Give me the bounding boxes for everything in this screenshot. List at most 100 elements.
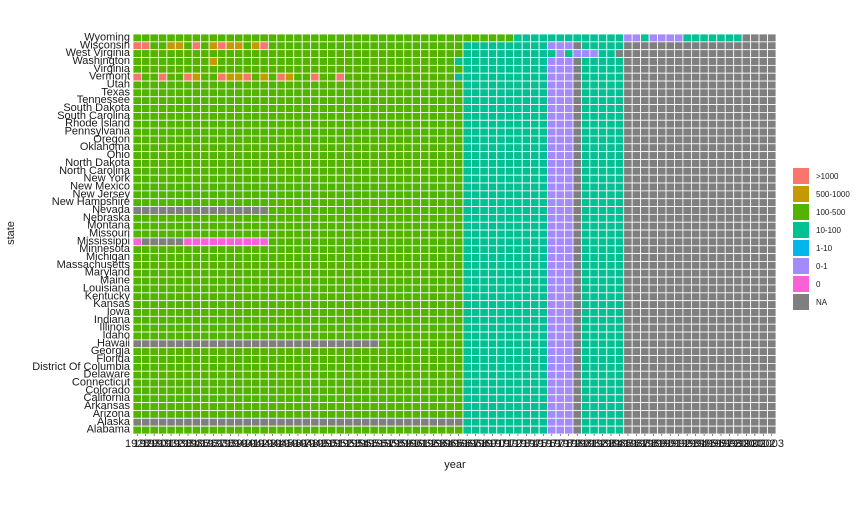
heatmap-cell xyxy=(690,143,701,153)
heatmap-cell xyxy=(234,339,244,349)
heatmap-cell xyxy=(631,339,642,349)
heatmap-cell xyxy=(174,159,185,168)
heatmap-cell xyxy=(767,245,777,254)
heatmap-cell xyxy=(183,221,193,231)
heatmap-cell xyxy=(504,425,515,435)
heatmap-cell xyxy=(767,41,777,51)
legend-swatch xyxy=(793,240,809,256)
heatmap-cell xyxy=(369,64,379,74)
heatmap-cell xyxy=(293,284,303,294)
heatmap-cell xyxy=(301,394,312,404)
heatmap-cell xyxy=(411,72,422,82)
heatmap-cell xyxy=(690,104,701,113)
heatmap-cell xyxy=(547,143,557,153)
heatmap-cell xyxy=(741,135,752,145)
heatmap-cell xyxy=(132,394,142,404)
heatmap-cell xyxy=(437,112,447,121)
heatmap-cell xyxy=(318,300,328,309)
heatmap-cell xyxy=(352,198,362,207)
heatmap-cell xyxy=(741,300,752,309)
heatmap-cell xyxy=(581,33,591,43)
heatmap-cell xyxy=(344,394,354,404)
heatmap-cell xyxy=(640,347,650,356)
heatmap-cell xyxy=(487,151,498,160)
heatmap-cell xyxy=(344,253,354,262)
heatmap-cell xyxy=(276,166,286,176)
heatmap-cell xyxy=(547,88,557,98)
heatmap-cell xyxy=(352,308,362,317)
heatmap-cell xyxy=(648,159,658,168)
heatmap-cell xyxy=(530,323,540,333)
heatmap-cell xyxy=(284,237,295,247)
heatmap-cell xyxy=(225,64,235,74)
heatmap-cell xyxy=(733,339,743,349)
heatmap-cell xyxy=(361,237,371,247)
heatmap-cell xyxy=(352,394,362,404)
heatmap-cell xyxy=(428,198,438,207)
heatmap-cell xyxy=(690,402,701,411)
heatmap-cell xyxy=(301,355,312,364)
heatmap-cell xyxy=(555,174,565,184)
heatmap-cell xyxy=(648,339,658,349)
heatmap-cell xyxy=(157,276,168,286)
heatmap-cell xyxy=(682,49,692,58)
heatmap-cell xyxy=(335,135,345,145)
heatmap-cell xyxy=(141,213,151,223)
heatmap-cell xyxy=(699,112,709,121)
heatmap-cell xyxy=(521,229,532,239)
heatmap-cell xyxy=(437,33,447,43)
heatmap-cell xyxy=(200,370,210,380)
heatmap-cell xyxy=(200,268,210,278)
heatmap-cell xyxy=(352,104,362,113)
heatmap-cell xyxy=(631,370,642,380)
heatmap-cell xyxy=(665,347,675,356)
heatmap-cell xyxy=(327,276,337,286)
heatmap-cell xyxy=(716,386,726,396)
heatmap-cell xyxy=(293,80,303,90)
heatmap-cell xyxy=(174,402,185,411)
heatmap-cell xyxy=(344,143,354,153)
heatmap-cell xyxy=(758,112,768,121)
heatmap-cell xyxy=(690,347,701,356)
heatmap-cell xyxy=(724,174,735,184)
heatmap-cell xyxy=(428,80,438,90)
heatmap-cell xyxy=(276,229,286,239)
heatmap-cell xyxy=(657,378,667,388)
heatmap-cell xyxy=(377,315,388,325)
heatmap-cell xyxy=(648,182,658,192)
x-tick-label: 1978 xyxy=(548,438,572,450)
heatmap-cell xyxy=(293,198,303,207)
heatmap-cell xyxy=(166,151,176,160)
heatmap-cell xyxy=(733,221,743,231)
heatmap-cell xyxy=(284,190,295,200)
heatmap-cell xyxy=(724,33,735,43)
heatmap-cell xyxy=(251,386,261,396)
heatmap-cell xyxy=(716,315,726,325)
heatmap-cell xyxy=(361,213,371,223)
heatmap-cell xyxy=(513,198,523,207)
heatmap-cell xyxy=(530,198,540,207)
heatmap-cell xyxy=(174,182,185,192)
heatmap-cell xyxy=(504,323,515,333)
heatmap-cell xyxy=(479,221,489,231)
heatmap-cell xyxy=(767,229,777,239)
heatmap-cell xyxy=(572,386,582,396)
heatmap-cell xyxy=(707,245,718,254)
heatmap-cell xyxy=(589,410,599,419)
heatmap-cell xyxy=(733,151,743,160)
heatmap-cell xyxy=(234,410,244,419)
heatmap-cell xyxy=(564,417,574,427)
heatmap-cell xyxy=(284,41,295,51)
heatmap-cell xyxy=(454,119,464,129)
heatmap-cell xyxy=(513,300,523,309)
heatmap-cell xyxy=(513,253,523,262)
heatmap-cell xyxy=(572,213,582,223)
heatmap-cell xyxy=(530,119,540,129)
heatmap-cell xyxy=(251,104,261,113)
heatmap-cell xyxy=(699,245,709,254)
heatmap-cell xyxy=(471,159,481,168)
heatmap-cell xyxy=(420,410,430,419)
heatmap-cell xyxy=(547,151,557,160)
heatmap-cell xyxy=(327,88,337,98)
heatmap-cell xyxy=(699,41,709,51)
